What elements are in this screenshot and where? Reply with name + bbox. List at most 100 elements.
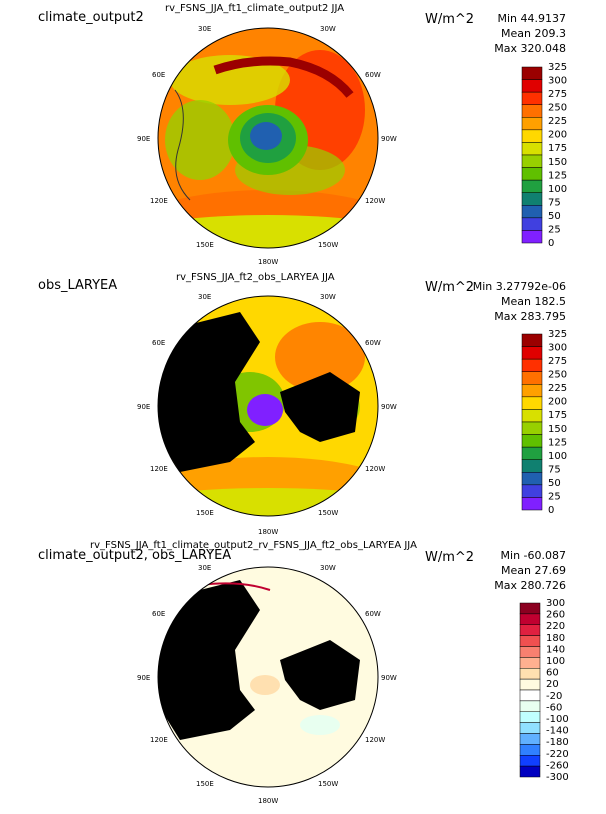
- colorbar-tick-label: 300: [548, 76, 567, 87]
- colorbar-swatch: [521, 434, 543, 448]
- colorbar-swatch: [521, 129, 543, 143]
- lon-label: 60W: [365, 339, 381, 347]
- lon-label: 90E: [137, 135, 150, 143]
- lon-label: 150E: [196, 241, 214, 249]
- panel-label: climate_output2: [38, 10, 144, 25]
- colorbar-tick-label: -20: [546, 691, 562, 702]
- colorbar-swatch: [519, 711, 541, 723]
- colorbar-tick-label: 250: [548, 103, 567, 114]
- units-label: W/m^2: [425, 12, 475, 27]
- lon-label: 60E: [152, 339, 165, 347]
- colorbar-tick-label: 300: [548, 343, 567, 354]
- colorbar-tick-label: 125: [548, 437, 567, 448]
- colorbar-tick-label: 0: [548, 505, 554, 516]
- colorbar-swatch: [521, 91, 543, 105]
- colorbar-swatch: [521, 333, 543, 347]
- lon-label: 120E: [150, 736, 168, 744]
- stat-min: Min -60.087: [500, 549, 566, 562]
- colorbar-tick-label: -220: [546, 749, 569, 760]
- colorbar-swatch: [521, 79, 543, 93]
- colorbar-swatch: [521, 497, 543, 511]
- panel-label: climate_output2, obs_LARYEA: [38, 548, 232, 563]
- colorbar-swatch: [519, 635, 541, 647]
- colorbar-tick-label: 25: [548, 491, 561, 502]
- colorbar-tick-label: -180: [546, 737, 569, 748]
- lon-label: 90W: [381, 135, 397, 143]
- polar-map: 30E 30W 60E 60W 90E 90W 120E 120W 150E 1…: [137, 25, 567, 266]
- colorbar-tick-label: 150: [548, 157, 567, 168]
- colorbar-tick-label: 200: [548, 397, 567, 408]
- lon-label: 90E: [137, 403, 150, 411]
- colorbar: 3002602201801401006020-20-60-100-140-180…: [519, 598, 569, 783]
- colorbar-swatch: [521, 396, 543, 410]
- units-label: W/m^2: [425, 550, 475, 565]
- colorbar-swatch: [521, 205, 543, 219]
- longitude-labels: 30E 30W 60E 60W 90E 90W 120E 120W 150E 1…: [137, 564, 397, 805]
- longitude-labels: 30E 30W 60E 60W 90E 90W 120E 120W 150E 1…: [137, 293, 397, 536]
- colorbar-swatch: [521, 230, 543, 244]
- colorbar-tick-label: 325: [548, 62, 567, 73]
- units-label: W/m^2: [425, 280, 475, 295]
- colorbar-swatch: [521, 421, 543, 435]
- colorbar-swatch: [521, 142, 543, 156]
- stat-min: Min 44.9137: [497, 12, 566, 25]
- colorbar-tick-label: 20: [546, 679, 559, 690]
- stat-max: Max 320.048: [494, 42, 566, 55]
- map-field: [158, 28, 378, 248]
- colorbar-tick-label: 150: [548, 424, 567, 435]
- lon-label: 30E: [198, 293, 211, 301]
- colorbar-swatch: [519, 755, 541, 767]
- lon-label: 180W: [258, 528, 278, 536]
- lon-label: 30W: [320, 564, 336, 572]
- colorbar-swatch: [519, 602, 541, 615]
- colorbar-swatch: [521, 484, 543, 498]
- colorbar-swatch: [519, 733, 541, 745]
- lon-label: 120W: [365, 197, 385, 205]
- lon-label: 150E: [196, 780, 214, 788]
- colorbar-tick-label: 300: [546, 598, 565, 609]
- colorbar-tick-label: 200: [548, 130, 567, 141]
- colorbar-tick-label: 50: [548, 211, 561, 222]
- colorbar-tick-label: 225: [548, 116, 567, 127]
- colorbar-swatch: [521, 66, 543, 80]
- colorbar-tick-label: 180: [546, 633, 565, 644]
- stat-mean: Mean 209.3: [501, 27, 566, 40]
- colorbar-swatch: [521, 179, 543, 193]
- lon-label: 120W: [365, 736, 385, 744]
- lon-label: 60E: [152, 71, 165, 79]
- colorbar-swatch: [521, 472, 543, 486]
- colorbar-tick-label: 125: [548, 170, 567, 181]
- lon-label: 180W: [258, 797, 278, 805]
- colorbar-tick-label: -60: [546, 702, 562, 713]
- panel-difference: climate_output2, obs_LARYEA rv_FSNS_JJA_…: [0, 540, 606, 812]
- polar-map: 30E 30W 60E 60W 90E 90W 120E 120W 150E 1…: [137, 293, 567, 536]
- colorbar-tick-label: 100: [546, 656, 565, 667]
- lon-label: 120W: [365, 465, 385, 473]
- colorbar-swatch: [519, 646, 541, 658]
- lon-label: 150W: [318, 241, 338, 249]
- colorbar-tick-label: 50: [548, 478, 561, 489]
- colorbar-tick-label: -260: [546, 760, 569, 771]
- colorbar-swatch: [519, 689, 541, 702]
- lon-label: 120E: [150, 465, 168, 473]
- lon-label: 30E: [198, 25, 211, 33]
- colorbar-tick-label: 260: [546, 610, 565, 621]
- colorbar-tick-label: 250: [548, 370, 567, 381]
- panel-obs-laryea: obs_LARYEA rv_FSNS_JJA_ft2_obs_LARYEA JJ…: [0, 272, 606, 544]
- colorbar-swatch: [519, 722, 541, 734]
- panel-title: rv_FSNS_JJA_ft1_climate_output2 JJA: [165, 3, 345, 14]
- colorbar-swatch: [521, 192, 543, 206]
- colorbar-tick-label: 25: [548, 224, 561, 235]
- lon-label: 30E: [198, 564, 211, 572]
- colorbar-swatch: [519, 744, 541, 756]
- colorbar-swatch: [519, 678, 541, 691]
- colorbar-swatch: [521, 371, 543, 385]
- colorbar-swatch: [521, 117, 543, 131]
- lon-label: 90W: [381, 674, 397, 682]
- lon-label: 60E: [152, 610, 165, 618]
- lon-label: 60W: [365, 610, 381, 618]
- colorbar-swatch: [519, 624, 541, 636]
- colorbar-swatch: [521, 104, 543, 118]
